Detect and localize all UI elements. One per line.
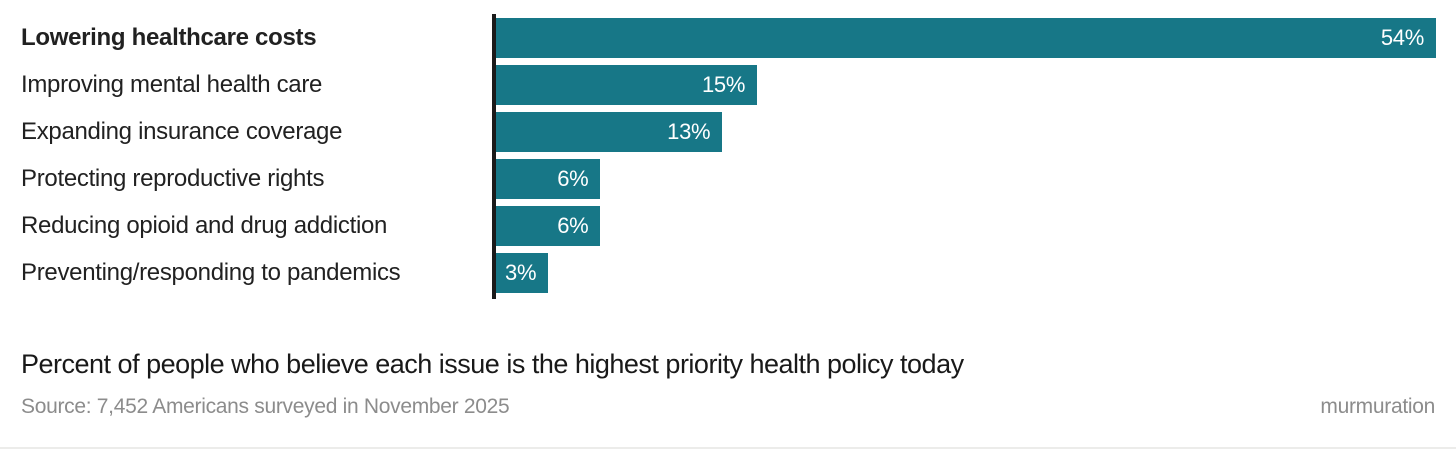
chart-row: Improving mental health care 15% xyxy=(0,65,1456,105)
bar-value-label: 15% xyxy=(701,72,746,97)
bar-track: 13% xyxy=(492,112,1436,152)
bar: 3% xyxy=(496,253,549,293)
bar-value-label: 6% xyxy=(557,213,589,238)
bar: 54% xyxy=(496,18,1436,58)
bar: 13% xyxy=(496,112,723,152)
bar-track: 54% xyxy=(492,18,1436,58)
category-label: Expanding insurance coverage xyxy=(21,118,343,145)
bar-track: 6% xyxy=(492,206,1436,246)
category-label: Lowering healthcare costs xyxy=(21,24,317,51)
bar-value-label: 13% xyxy=(667,119,711,144)
bar: 6% xyxy=(496,206,601,246)
bar-value-label: 54% xyxy=(1380,25,1424,50)
bar: 6% xyxy=(496,159,601,199)
source-note: Source: 7,452 Americans surveyed in Nove… xyxy=(21,395,510,418)
chart-rows: Lowering healthcare costs 54% Improving me… xyxy=(0,14,1456,299)
category-label: Protecting reproductive rights xyxy=(21,165,325,192)
chart-row: Reducing opioid and drug addiction 6% xyxy=(0,206,1456,246)
chart-caption: Percent of people who believe each issue… xyxy=(21,349,964,379)
footer: Source: 7,452 Americans surveyed in Nove… xyxy=(21,395,1435,419)
category-label: Improving mental health care xyxy=(21,71,323,98)
category-label: Preventing/responding to pandemics xyxy=(21,259,401,286)
chart-row: Lowering healthcare costs 54% xyxy=(0,18,1456,58)
bar-value-label: 6% xyxy=(557,166,589,191)
chart-row: Preventing/responding to pandemics 3% xyxy=(0,253,1456,293)
bar: 15% xyxy=(496,65,758,105)
brand-wordmark: murmuration xyxy=(1320,395,1435,418)
bar-chart: Lowering healthcare costs 54% Improving me… xyxy=(0,14,1456,299)
bar-value-label: 3% xyxy=(505,260,537,285)
chart-row: Expanding insurance coverage 13% xyxy=(0,112,1456,152)
bar-track: 6% xyxy=(492,159,1436,199)
chart-row: Protecting reproductive rights 6% xyxy=(0,159,1456,199)
bar-track: 15% xyxy=(492,65,1436,105)
category-label: Reducing opioid and drug addiction xyxy=(21,212,388,239)
bar-track: 3% xyxy=(492,253,1436,293)
y-axis-line xyxy=(492,14,496,299)
